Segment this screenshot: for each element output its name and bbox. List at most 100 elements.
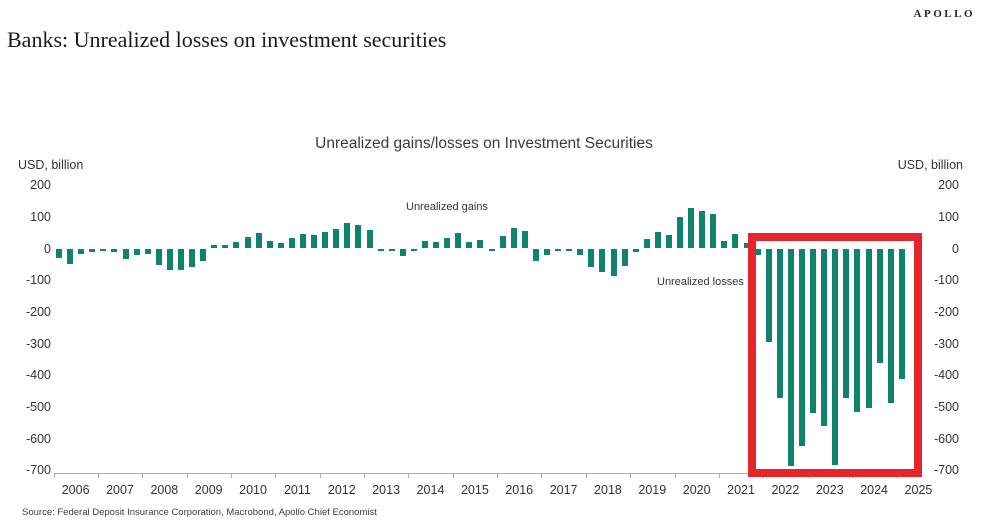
y-axis-label-right: -300: [933, 336, 959, 351]
bar-2012Q3: [344, 222, 351, 249]
y-axis-label-right: 200: [938, 178, 959, 193]
y-axis-label-right: -400: [933, 368, 959, 383]
y-axis-label-right: -200: [933, 304, 959, 319]
annotation-unrealized-gains: Unrealized gains: [406, 201, 488, 213]
bar-2017Q4: [577, 248, 584, 255]
x-axis-label: 2007: [106, 483, 134, 497]
x-axis-tick: [275, 472, 277, 478]
x-axis-label: 2016: [505, 483, 534, 497]
page-title: Banks: Unrealized losses on investment s…: [7, 27, 447, 52]
x-axis-label: 2009: [194, 483, 223, 497]
bar-2011Q2: [288, 238, 295, 249]
bar-2021Q1: [721, 240, 728, 249]
x-axis-label: 2020: [682, 483, 711, 497]
bar-2025Q1: [898, 248, 905, 379]
x-axis-label: 2012: [327, 483, 356, 497]
bar-2018Q2: [599, 248, 606, 272]
x-axis-label: 2013: [372, 483, 401, 497]
bar-2021Q2: [732, 234, 739, 249]
bar-2016Q3: [521, 231, 528, 249]
bar-2015Q1: [455, 233, 462, 249]
bar-2014Q4: [444, 237, 451, 249]
bar-2016Q4: [532, 248, 539, 261]
y-axis-label-left: -500: [25, 400, 51, 415]
y-axis-label-right: -500: [933, 400, 959, 415]
bar-2024Q3: [876, 248, 883, 364]
y-axis-label-left: -700: [25, 463, 51, 478]
bar-2018Q1: [588, 248, 595, 267]
x-axis-label: 2023: [815, 483, 844, 497]
x-axis-tick: [674, 472, 676, 478]
x-axis-tick: [142, 472, 144, 478]
bar-2010Q4: [266, 241, 273, 249]
bar-2006Q3: [78, 248, 85, 254]
bar-2018Q4: [621, 248, 628, 266]
bar-2013Q1: [366, 230, 373, 249]
bar-2015Q4: [488, 248, 495, 251]
bar-2015Q3: [477, 240, 484, 249]
x-axis-label: 2014: [416, 483, 445, 497]
y-axis-label-left: -200: [25, 304, 51, 319]
x-axis-label: 2017: [549, 483, 578, 497]
x-axis-tick: [230, 472, 232, 478]
bar-2023Q1: [810, 248, 817, 414]
x-axis-tick: [364, 472, 366, 478]
y-axis-label-left: -400: [25, 368, 51, 383]
x-axis-label: 2011: [283, 483, 311, 497]
bar-2011Q4: [311, 234, 318, 249]
x-axis-label: 2024: [860, 483, 889, 497]
bar-2017Q1: [543, 248, 550, 255]
annotation-unrealized-losses: Unrealized losses: [657, 276, 744, 288]
bar-2016Q1: [499, 236, 506, 249]
y-axis-label-right: 0: [952, 241, 959, 256]
x-axis-tick: [319, 472, 321, 478]
y-axis-label-left: 200: [30, 178, 51, 193]
y-axis-label-right: 100: [938, 209, 959, 224]
x-axis-label: 2018: [594, 483, 622, 497]
bar-2022Q4: [799, 248, 806, 446]
bar-2007Q2: [111, 248, 118, 253]
x-axis-label: 2015: [460, 483, 489, 497]
highlight-box: [748, 233, 922, 477]
x-axis-tick: [452, 472, 454, 478]
bar-2012Q2: [333, 229, 340, 249]
bar-2016Q2: [510, 227, 517, 249]
x-axis-tick: [186, 472, 188, 478]
x-axis-tick: [408, 472, 410, 478]
y-axis-label-left: 100: [30, 209, 51, 224]
x-axis-tick: [53, 472, 55, 478]
bar-2020Q1: [677, 216, 684, 249]
x-axis-tick: [630, 472, 632, 478]
bar-2019Q1: [632, 248, 639, 253]
bar-2020Q4: [710, 213, 717, 249]
bar-2011Q3: [299, 233, 306, 249]
bar-2009Q2: [200, 248, 207, 262]
apollo-wordmark: APOLLO: [913, 8, 975, 20]
bar-2007Q3: [122, 248, 129, 259]
x-axis-tick: [718, 472, 720, 478]
x-axis-label: 2010: [239, 483, 267, 497]
bar-2006Q1: [56, 248, 62, 258]
y-axis-unit-left: USD, billion: [18, 158, 84, 172]
x-axis-tick: [97, 472, 99, 478]
bar-2024Q4: [887, 248, 894, 403]
chart-title: Unrealized gains/losses on Investment Se…: [315, 135, 653, 152]
y-axis-label-right: -600: [933, 431, 959, 446]
bar-2013Q3: [388, 248, 395, 251]
bar-2022Q3: [787, 248, 794, 467]
bar-2006Q2: [67, 248, 74, 265]
bar-2013Q4: [399, 248, 406, 257]
bar-2020Q2: [688, 208, 695, 249]
y-axis-label-left: -100: [25, 273, 51, 288]
bar-2017Q2: [555, 248, 562, 251]
x-axis-tick: [585, 472, 587, 478]
bar-2007Q4: [133, 248, 140, 256]
bar-2007Q1: [100, 248, 107, 252]
bar-2014Q2: [421, 240, 428, 249]
bar-2013Q2: [377, 248, 384, 251]
bar-2019Q2: [643, 238, 650, 249]
bar-2024Q1: [854, 248, 861, 412]
bar-2021Q3: [743, 243, 750, 249]
